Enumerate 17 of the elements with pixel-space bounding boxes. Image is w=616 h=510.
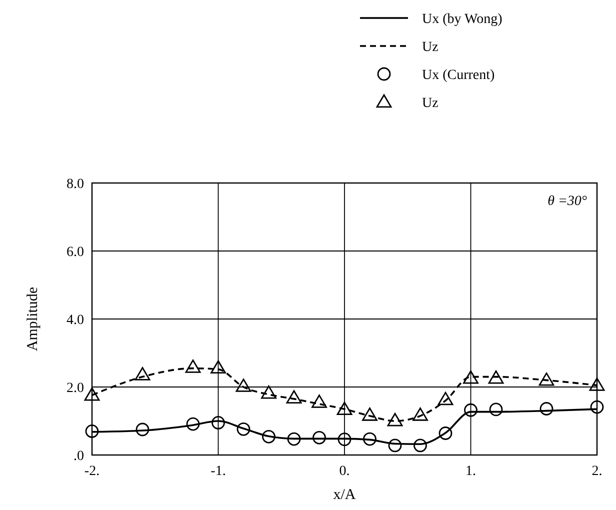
x-tick-label: 0. [339,464,350,479]
x-tick-label: 2. [592,464,602,479]
y-tick-label: 2.0 [66,381,84,396]
y-tick-label: 8.0 [66,177,84,192]
x-tick-label: 1. [466,464,476,479]
x-axis-title: x/A [333,487,356,503]
x-tick-label: -2. [84,464,100,479]
y-tick-label: 6.0 [66,245,84,260]
y-tick-label: .0 [74,449,84,464]
annotation: θ =30° [548,194,588,209]
legend-label: Ux (Current) [422,68,496,83]
x-tick-label: -1. [210,464,226,479]
legend-label: Ux (by Wong) [422,12,503,27]
legend-label: Uz [422,96,438,111]
legend-label: Uz [422,40,438,55]
y-tick-label: 4.0 [66,313,84,328]
y-axis-title: Amplitude [25,286,41,352]
